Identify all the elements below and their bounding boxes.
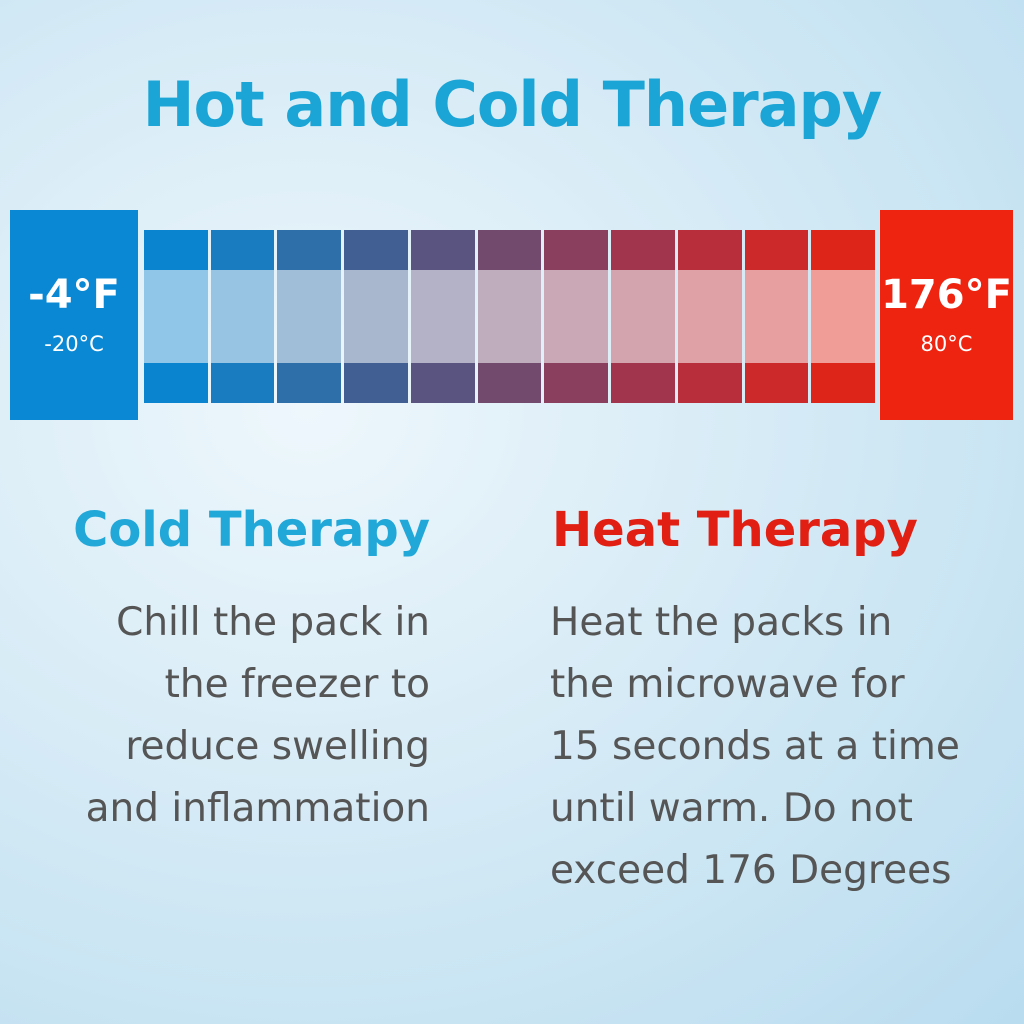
scale-segment-highlight [144,270,208,363]
scale-segment [544,230,609,403]
scale-segment-highlight [277,270,342,363]
cold-temperature-box: -4°F -20°C [10,210,138,420]
cold-celsius: -20°C [44,332,104,356]
text-line: Heat the packs in [550,600,893,645]
scale-segment-highlight [677,270,742,363]
scale-segment [210,230,275,403]
text-line: reduce swelling [125,724,430,769]
text-line: and inflammation [85,786,430,831]
temperature-scale [144,230,876,403]
scale-segment [410,230,475,403]
text-line: exceed 176 Degrees [550,848,952,893]
hot-celsius: 80°C [920,332,973,356]
cold-fahrenheit: -4°F [28,272,120,318]
cold-therapy-heading: Cold Therapy [73,502,430,558]
scale-segment [744,230,809,403]
scale-segment-highlight [811,270,876,363]
heat-therapy-heading: Heat Therapy [552,502,918,558]
scale-segment-highlight [744,270,809,363]
scale-segment-highlight [477,270,542,363]
scale-segment-highlight [344,270,408,363]
page-title: Hot and Cold Therapy [142,68,883,141]
cold-therapy-text: Chill the pack in the freezer to reduce … [20,592,430,840]
heat-therapy-text: Heat the packs in the microwave for 15 s… [550,592,1010,902]
scale-segment-highlight [410,270,475,363]
scale-segment [144,230,208,403]
scale-segment [277,230,342,403]
text-line: Chill the pack in [116,600,430,645]
scale-segment-highlight [544,270,609,363]
scale-segment-highlight [611,270,675,363]
text-line: 15 seconds at a time [550,724,960,769]
hot-fahrenheit: 176°F [881,272,1012,318]
scale-segment [611,230,675,403]
text-line: the microwave for [550,662,905,707]
scale-segment-highlight [210,270,275,363]
text-line: until warm. Do not [550,786,913,831]
scale-segment [677,230,742,403]
scale-segment [811,230,876,403]
scale-segment [344,230,408,403]
hot-temperature-box: 176°F 80°C [880,210,1013,420]
scale-segment [477,230,542,403]
text-line: the freezer to [164,662,430,707]
